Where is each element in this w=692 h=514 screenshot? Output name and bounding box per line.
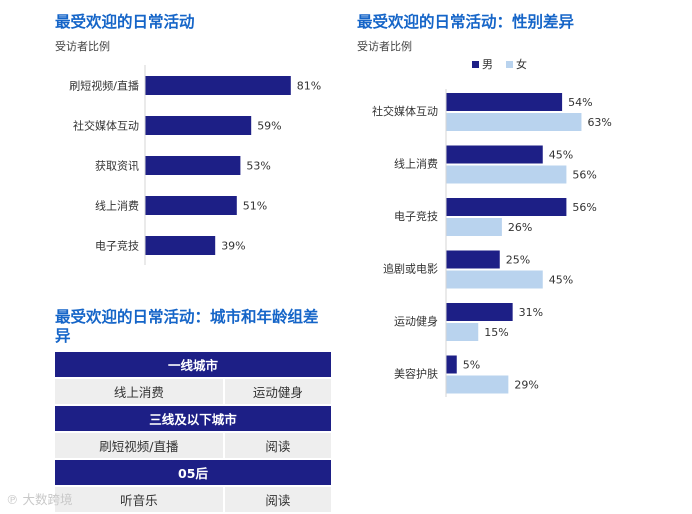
chart2-subtitle: 受访者比例 bbox=[357, 40, 412, 53]
data-label: 5% bbox=[463, 359, 480, 372]
legend-label: 女 bbox=[516, 57, 527, 71]
chart1-title: 最受欢迎的日常活动 bbox=[55, 13, 195, 31]
bar bbox=[446, 145, 543, 164]
bar bbox=[446, 303, 513, 321]
bar bbox=[446, 375, 509, 394]
category-label: 刷短视频/直播 bbox=[69, 79, 139, 93]
watermark-text: 大数跨境 bbox=[22, 492, 73, 507]
category-label: 美容护肤 bbox=[394, 367, 438, 381]
legend-label: 男 bbox=[482, 58, 493, 71]
table-cell: 阅读 bbox=[223, 486, 331, 514]
bar bbox=[145, 196, 237, 215]
table-cell: 听音乐 bbox=[55, 486, 225, 514]
bar bbox=[446, 323, 479, 341]
city-age-table: 一线城市 线上消费 运动健身 三线及以下城市 刷短视频/直播 阅读 05后 听音… bbox=[55, 352, 331, 514]
bar bbox=[145, 156, 241, 175]
legend-swatch bbox=[472, 61, 479, 68]
bar bbox=[145, 76, 291, 95]
table-group-header: 一线城市 bbox=[55, 352, 331, 379]
data-label: 45% bbox=[549, 274, 573, 287]
data-label: 45% bbox=[549, 149, 573, 162]
category-label: 获取资讯 bbox=[95, 160, 139, 173]
chart2-title: 最受欢迎的日常活动：性别差异 bbox=[357, 13, 575, 31]
table-group-header: 三线及以下城市 bbox=[55, 405, 331, 433]
bar bbox=[446, 93, 563, 111]
data-label: 81% bbox=[297, 80, 321, 93]
bar bbox=[145, 236, 216, 255]
data-label: 53% bbox=[246, 160, 270, 173]
bar bbox=[446, 198, 567, 216]
category-label: 追剧或电影 bbox=[383, 262, 438, 276]
bar bbox=[446, 355, 457, 374]
data-label: 56% bbox=[572, 169, 596, 182]
data-label: 39% bbox=[221, 240, 245, 253]
data-label: 63% bbox=[587, 116, 611, 129]
bar bbox=[446, 113, 582, 131]
category-label: 线上消费 bbox=[394, 157, 438, 171]
bar bbox=[145, 116, 252, 135]
data-label: 29% bbox=[514, 379, 538, 392]
watermark-logo-icon: ℗ bbox=[6, 492, 19, 507]
bar bbox=[446, 270, 543, 289]
chart1-bar-chart: 刷短视频/直播 81% 社交媒体互动 59% 获取资讯 53% 线上消费 51% 电子竞技 39% bbox=[69, 65, 321, 265]
category-label: 电子竞技 bbox=[95, 239, 139, 253]
data-label: 31% bbox=[519, 306, 543, 319]
data-label: 26% bbox=[508, 221, 532, 234]
data-label: 15% bbox=[484, 326, 508, 339]
chart1-subtitle: 受访者比例 bbox=[55, 40, 110, 53]
data-label: 25% bbox=[506, 254, 530, 267]
table-cell: 运动健身 bbox=[223, 378, 331, 406]
data-label: 56% bbox=[572, 201, 596, 214]
legend-swatch bbox=[506, 61, 513, 68]
table-cell: 刷短视频/直播 bbox=[55, 432, 225, 460]
table-title: 最受欢迎的日常活动：城市和年龄组差异 bbox=[55, 308, 319, 345]
category-label: 社交媒体互动 bbox=[73, 119, 139, 133]
table-cell: 线上消费 bbox=[55, 378, 225, 406]
watermark: ℗ 大数跨境 bbox=[6, 489, 73, 508]
table-group-header: 05后 bbox=[55, 459, 331, 487]
bar bbox=[446, 250, 500, 269]
data-label: 54% bbox=[568, 96, 592, 109]
bar bbox=[446, 165, 567, 184]
data-label: 51% bbox=[243, 200, 267, 213]
data-label: 59% bbox=[257, 120, 281, 133]
table-cell: 阅读 bbox=[223, 432, 331, 460]
bar bbox=[446, 218, 502, 236]
category-label: 社交媒体互动 bbox=[372, 104, 438, 118]
category-label: 线上消费 bbox=[95, 199, 139, 213]
category-label: 电子竞技 bbox=[394, 209, 438, 223]
category-label: 运动健身 bbox=[394, 314, 438, 328]
